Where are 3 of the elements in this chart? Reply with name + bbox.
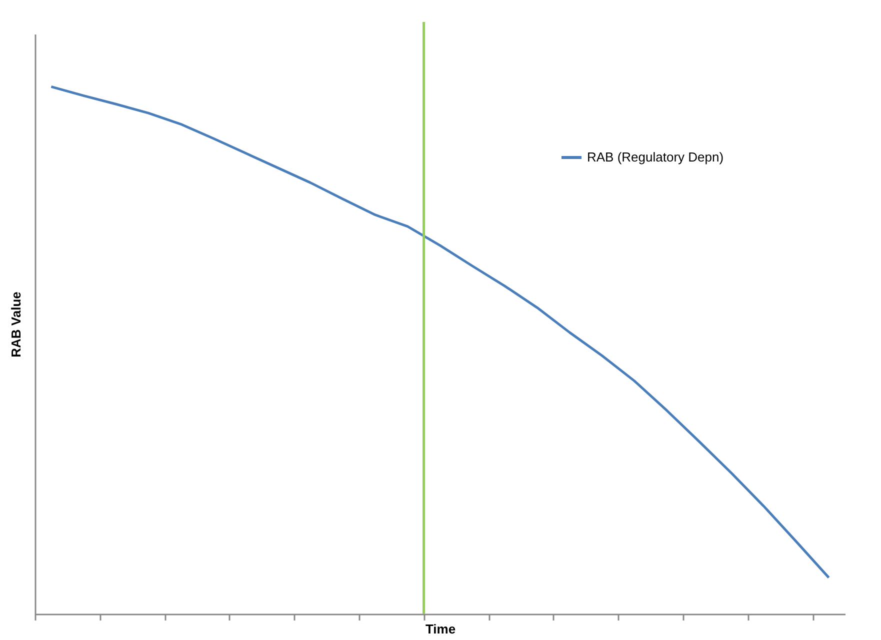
x-axis-title: Time (425, 621, 456, 636)
legend-label: RAB (Regulatory Depn) (587, 150, 724, 164)
y-axis-title: RAB Value (8, 292, 24, 358)
